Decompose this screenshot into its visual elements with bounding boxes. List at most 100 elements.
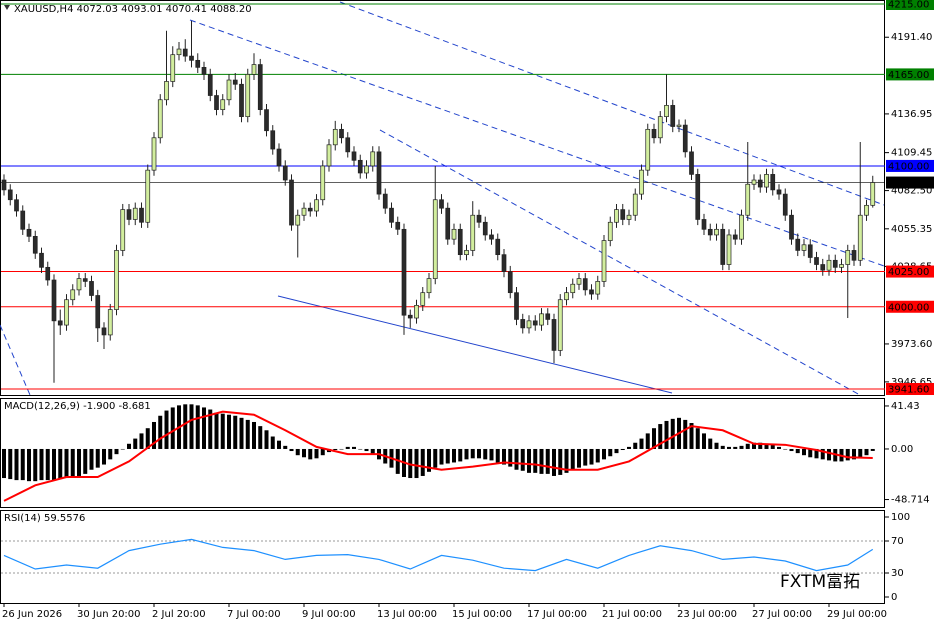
x-tick-label: 15 Jul 00:00: [452, 609, 512, 620]
macd-bar: [814, 448, 819, 459]
candle-body: [464, 250, 469, 256]
watermark: FXTM富拓: [780, 572, 860, 592]
candle-body: [576, 278, 582, 285]
candle-body: [82, 278, 88, 282]
macd-bar: [552, 448, 556, 476]
macd-bar: [283, 445, 288, 449]
y-tick-label: 3946.65: [891, 377, 932, 388]
macd-bar: [114, 448, 119, 455]
candle-body: [739, 214, 744, 240]
macd-bar: [289, 448, 294, 452]
macd-bar: [77, 448, 81, 476]
candle-body: [614, 209, 619, 223]
candle-body: [820, 264, 826, 271]
macd-bar: [108, 448, 113, 460]
candle-body: [564, 292, 569, 301]
candle-body: [682, 124, 688, 153]
candle-body: [845, 250, 851, 265]
macd-bar: [89, 448, 94, 470]
macd-bar: [595, 448, 600, 463]
candle-body: [695, 174, 701, 220]
macd-title: MACD(12,26,9) -1.900 -8.681: [4, 401, 151, 412]
candle-body: [101, 327, 107, 336]
candle-body: [176, 48, 182, 56]
candle-body: [26, 228, 32, 237]
macd-bar: [39, 448, 44, 481]
macd-bar: [33, 448, 38, 482]
candle-body: [426, 278, 432, 294]
macd-bar: [545, 448, 550, 474]
level-label: 4000.00: [888, 302, 929, 313]
macd-bar: [495, 448, 500, 463]
candle-body: [801, 244, 807, 251]
macd-bar: [764, 443, 769, 449]
candle-body: [707, 228, 713, 236]
candle-body: [289, 179, 294, 226]
macd-bar: [683, 419, 688, 449]
candle-body: [51, 279, 57, 322]
macd-bar: [195, 405, 200, 449]
macd-bar: [645, 433, 650, 449]
macd-bar: [527, 448, 531, 473]
candle-body: [432, 199, 438, 279]
candle-body: [870, 182, 876, 206]
candle-body: [376, 151, 382, 195]
candle-body: [314, 199, 319, 212]
macd-bar: [520, 448, 525, 471]
candle-body: [20, 210, 26, 230]
candle-body: [757, 179, 763, 188]
candle-body: [764, 174, 769, 188]
macd-bar: [827, 448, 831, 461]
macd-bar: [345, 446, 350, 449]
candle-body: [257, 64, 263, 110]
macd-bar: [708, 438, 713, 449]
macd-bar: [539, 448, 544, 474]
candle-body: [220, 99, 226, 110]
macd-bar: [470, 448, 475, 459]
candle-body: [95, 295, 101, 329]
macd-bar: [852, 448, 856, 460]
candle-body: [751, 179, 757, 185]
macd-bar: [533, 448, 538, 473]
macd-bar: [333, 448, 338, 451]
macd-bar: [202, 407, 206, 449]
candle-body: [282, 165, 288, 181]
macd-frame: [0, 398, 885, 508]
candle-body: [851, 250, 857, 261]
macd-bar: [364, 448, 369, 452]
candle-body: [632, 193, 638, 216]
symbol-icon: [4, 5, 10, 10]
macd-bar: [233, 415, 238, 449]
macd-bar: [858, 448, 863, 459]
macd-bar: [239, 417, 244, 449]
level-label: 4165.00: [888, 70, 929, 81]
level-label: 4088.20: [888, 178, 929, 189]
candle-body: [857, 214, 863, 261]
level-label-box: [886, 265, 934, 278]
macd-bar: [308, 448, 313, 460]
macd-bar: [758, 442, 763, 449]
level-label-box: [886, 383, 934, 396]
trendline: [189, 19, 885, 267]
macd-bar: [277, 440, 281, 449]
macd-bar: [802, 448, 806, 456]
candle-body: [189, 55, 194, 61]
macd-bar: [458, 448, 463, 462]
candle-body: [301, 207, 307, 216]
candle-body: [445, 207, 451, 240]
macd-bar: [702, 433, 706, 449]
candle-body: [70, 289, 76, 301]
level-label: 4215.00: [888, 0, 929, 10]
macd-bar: [577, 448, 581, 468]
macd-bar: [477, 448, 481, 459]
level-label-box: [886, 68, 934, 81]
candle-body: [720, 228, 726, 265]
macd-bar: [564, 448, 569, 473]
macd-bar: [220, 413, 225, 449]
macd-bar: [602, 448, 606, 460]
macd-bar: [439, 448, 444, 465]
candle-body: [320, 165, 326, 201]
candle-body: [670, 105, 676, 127]
macd-bar: [864, 448, 869, 456]
